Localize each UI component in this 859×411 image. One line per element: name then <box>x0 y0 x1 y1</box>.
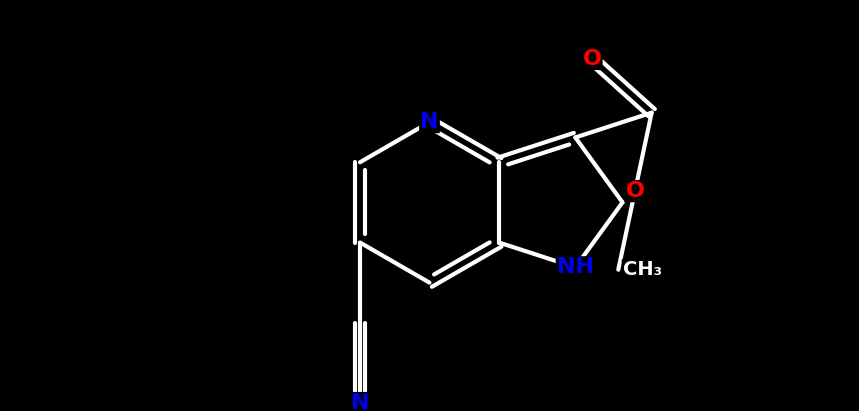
Text: CH₃: CH₃ <box>623 260 661 279</box>
Text: N: N <box>420 112 439 132</box>
Text: O: O <box>582 49 601 69</box>
Text: N: N <box>350 393 369 411</box>
Text: NH: NH <box>557 257 594 277</box>
Text: O: O <box>625 181 644 201</box>
